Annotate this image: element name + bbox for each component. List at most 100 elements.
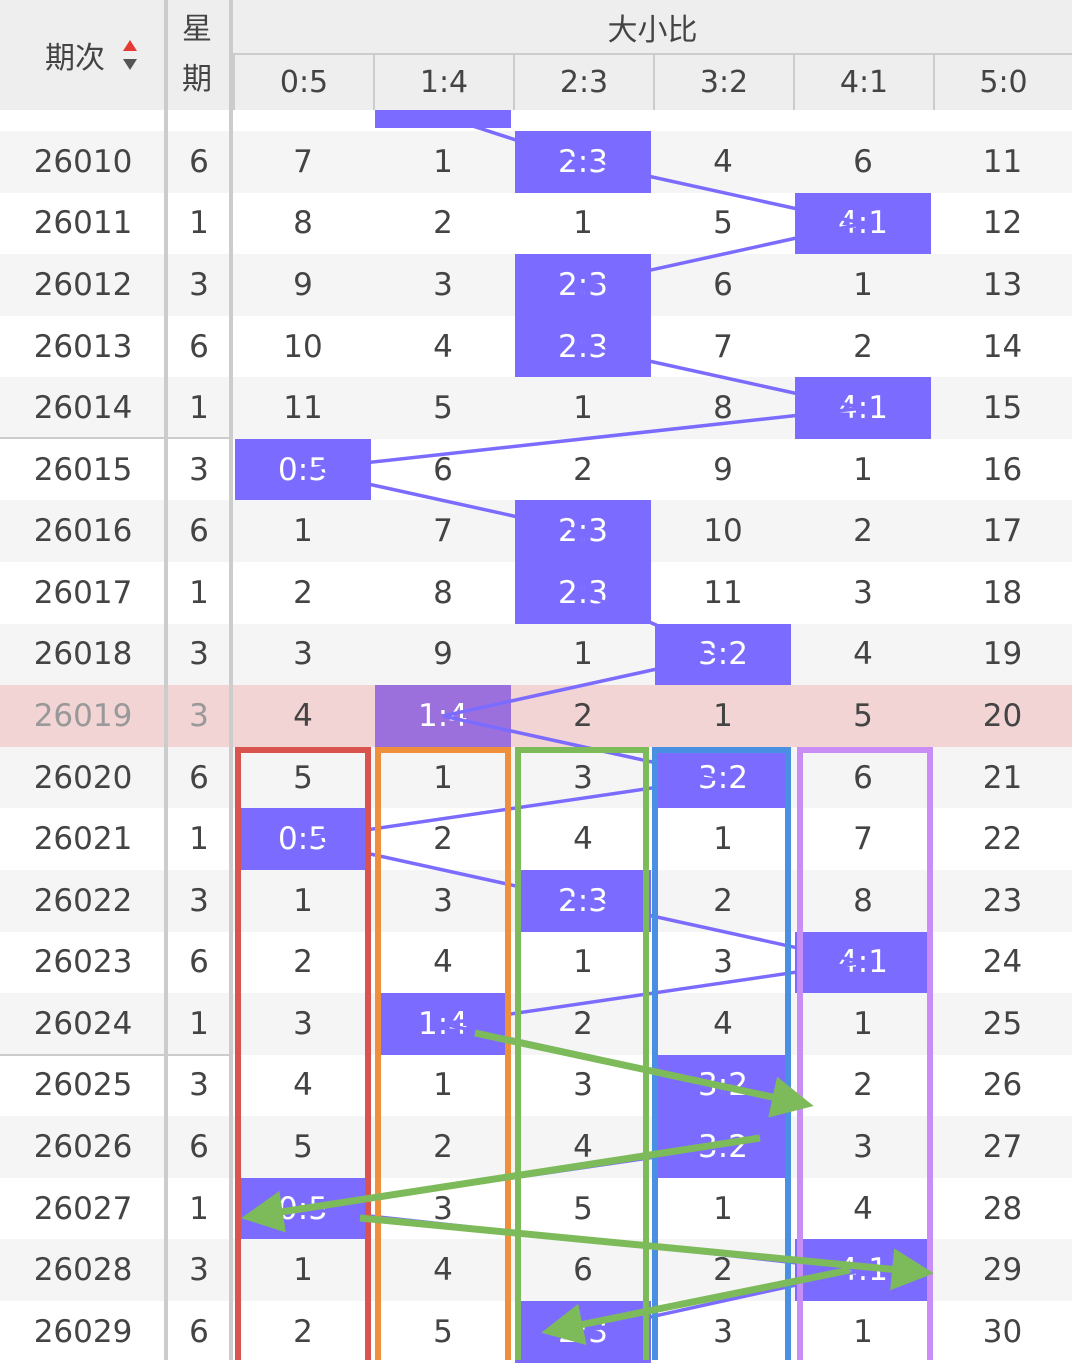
cell: 5	[293, 759, 313, 796]
period-cell: 26012	[33, 266, 133, 303]
cell: 2	[433, 1129, 453, 1166]
cell: 9	[713, 451, 733, 488]
cell: 3	[293, 1005, 313, 1042]
cell: 7	[293, 143, 313, 180]
cell: 8	[713, 390, 733, 427]
sub-header: 1:4	[373, 55, 513, 110]
cell: 5	[433, 1313, 453, 1350]
trend-line	[302, 114, 864, 1334]
cell: 2	[433, 205, 453, 242]
cell: 12	[982, 205, 1023, 242]
cell: 5	[573, 1190, 593, 1227]
period-cell: 26022	[33, 882, 133, 919]
cell: 8	[433, 574, 453, 611]
cell: 3	[573, 759, 593, 796]
period-cell: 26020	[33, 759, 133, 796]
cell: 13	[982, 266, 1023, 303]
cell: 5	[433, 390, 453, 427]
weekday-cell: 6	[189, 328, 209, 365]
cell: 6	[713, 266, 733, 303]
period-cell: 26016	[33, 513, 133, 550]
cell: 1	[713, 821, 733, 858]
weekday-header: 星期	[168, 0, 230, 110]
period-cell: 26014	[33, 390, 133, 427]
weekday-cell: 6	[189, 143, 209, 180]
cell: 2	[293, 574, 313, 611]
weekday-cell: 1	[189, 821, 209, 858]
cell: 11	[283, 390, 323, 427]
cell: 3	[293, 636, 313, 673]
cell: 2	[713, 1252, 733, 1289]
weekday-cell: 1	[189, 1005, 209, 1042]
row-bg	[0, 1177, 1072, 1240]
cell: 3	[573, 1067, 593, 1104]
cell: 3	[853, 1129, 873, 1166]
weekday-cell: 3	[189, 698, 209, 734]
cell: 4	[293, 698, 313, 734]
cell: 2	[433, 821, 453, 858]
weekday-cell: 3	[189, 882, 209, 919]
weekday-cell: 1	[189, 390, 209, 427]
cell: 2	[853, 1067, 873, 1104]
cell: 24	[982, 944, 1023, 981]
period-cell: 26026	[33, 1129, 133, 1166]
period-cell: 26019	[33, 698, 133, 734]
arrow	[359, 1214, 934, 1291]
cell: 1	[433, 143, 453, 180]
cell: 4	[713, 1005, 733, 1042]
cell: 10	[703, 513, 743, 550]
weekday-cell: 6	[189, 1129, 209, 1166]
period-cell: 26010	[33, 143, 133, 180]
period-cell: 26029	[33, 1313, 133, 1350]
cell: 4	[433, 1252, 453, 1289]
cell: 1	[573, 944, 593, 981]
period-cell: 26021	[33, 821, 133, 858]
cell: 4	[853, 636, 873, 673]
cell: 28	[982, 1190, 1023, 1227]
period-cell: 26024	[33, 1005, 133, 1042]
cell: 4	[293, 1067, 313, 1104]
weekday-cell: 6	[189, 759, 209, 796]
weekday-cell: 3	[189, 636, 209, 673]
cell: 9	[293, 266, 313, 303]
period-cell: 26013	[33, 328, 133, 365]
cell: 2	[573, 698, 593, 734]
period-cell: 26015	[33, 451, 133, 488]
weekday-cell: 1	[189, 574, 209, 611]
cell: 7	[433, 513, 453, 550]
cell: 1	[853, 451, 873, 488]
cell: 3	[713, 1313, 733, 1350]
cell: 4	[573, 1129, 593, 1166]
sort-arrows	[123, 40, 137, 70]
cell: 18	[982, 574, 1023, 611]
cell: 17	[982, 513, 1023, 550]
cell: 6	[433, 451, 453, 488]
cell: 21	[982, 759, 1023, 796]
cell: 2	[713, 882, 733, 919]
sub-header: 3:2	[653, 55, 793, 110]
cell: 22	[982, 821, 1023, 858]
cell: 1	[853, 266, 873, 303]
cell: 2	[293, 1313, 313, 1350]
row-bg	[0, 438, 1072, 501]
cell: 3	[713, 944, 733, 981]
cell: 5	[853, 698, 873, 734]
cell: 2	[293, 944, 313, 981]
period-cell: 26028	[33, 1252, 133, 1289]
cell: 1	[853, 1313, 873, 1350]
period-cell: 26025	[33, 1067, 133, 1104]
column-box	[652, 747, 791, 1360]
cell: 6	[853, 143, 873, 180]
sub-header: 4:1	[793, 55, 933, 110]
cell: 1	[853, 1005, 873, 1042]
cell: 3	[853, 574, 873, 611]
sub-header: 0:5	[233, 55, 373, 110]
weekday-cell: 3	[189, 266, 209, 303]
arrow	[241, 1134, 761, 1233]
cell: 23	[982, 882, 1023, 919]
cell: 15	[982, 390, 1023, 427]
column-box	[375, 747, 511, 1360]
cell: 14	[982, 328, 1023, 365]
